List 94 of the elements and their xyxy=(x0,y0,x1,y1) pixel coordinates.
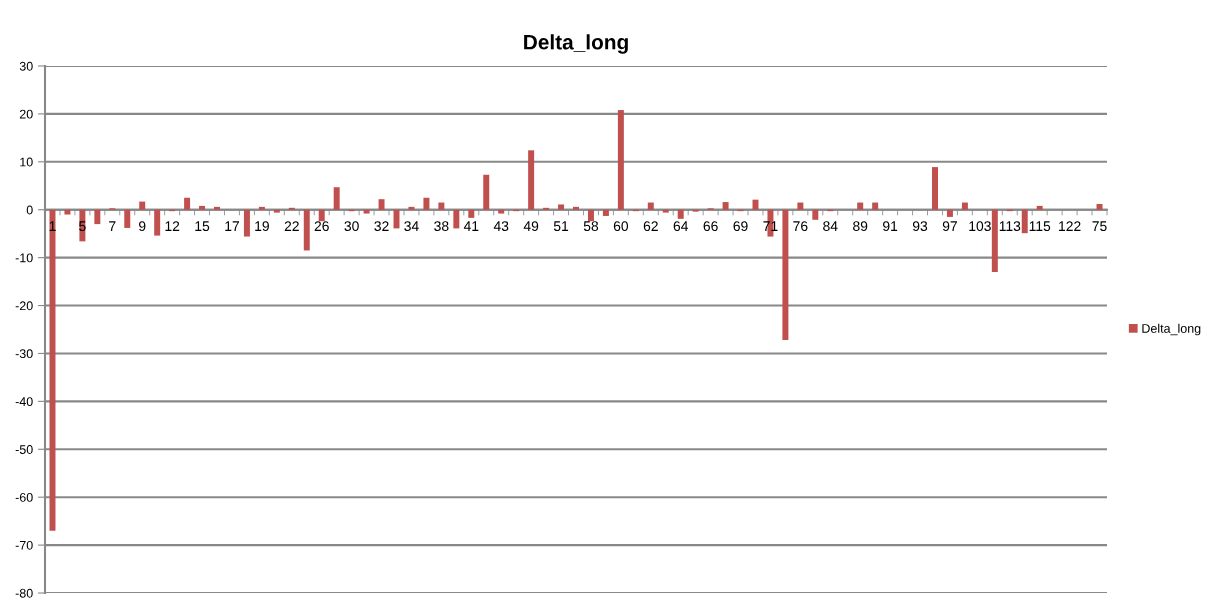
x-tick-label: 60 xyxy=(613,221,629,232)
x-tick-label: 69 xyxy=(733,221,748,232)
bar xyxy=(602,209,609,216)
bar xyxy=(184,197,191,210)
x-tick-label: 113 xyxy=(999,221,1021,232)
bar xyxy=(498,209,505,214)
bar xyxy=(872,202,879,210)
y-tick-label: -50 xyxy=(15,445,33,454)
bar xyxy=(991,209,998,273)
x-tick-label: 76 xyxy=(793,221,808,232)
x-tick-label: 103 xyxy=(969,221,991,232)
x-tick-label: 49 xyxy=(523,221,539,232)
bar xyxy=(647,202,654,210)
x-tick-label: 26 xyxy=(314,221,329,232)
y-tick-label: 20 xyxy=(19,109,33,119)
x-tick-label: 7 xyxy=(109,221,116,231)
bar xyxy=(722,202,729,210)
y-tick-label: -80 xyxy=(15,588,33,598)
bar xyxy=(64,209,71,215)
bar xyxy=(558,204,565,210)
bar xyxy=(1096,203,1103,210)
bar xyxy=(961,202,968,210)
y-tick-label: -40 xyxy=(15,397,33,407)
x-tick-label: 51 xyxy=(553,221,569,232)
y-tick-label: -70 xyxy=(15,540,33,550)
bar xyxy=(94,209,101,225)
bar xyxy=(782,209,789,341)
x-tick-label: 62 xyxy=(643,221,658,232)
bar xyxy=(587,209,594,222)
y-tick-label: -20 xyxy=(15,301,33,311)
x-tick-label: 97 xyxy=(942,221,957,232)
bar xyxy=(124,209,131,228)
x-tick-label: 58 xyxy=(583,221,599,232)
x-tick-label: 91 xyxy=(883,221,898,232)
x-tick-label: 12 xyxy=(165,221,180,231)
bar xyxy=(273,209,280,213)
x-tick-label: 66 xyxy=(703,221,718,232)
bar xyxy=(662,209,669,213)
bar xyxy=(303,209,310,251)
x-tick-label: 64 xyxy=(673,221,689,232)
x-tick-label: 19 xyxy=(255,221,269,232)
x-tick-label: 22 xyxy=(284,221,299,231)
x-tick-label: 17 xyxy=(225,221,239,231)
bar xyxy=(154,209,161,236)
y-tick-label: -30 xyxy=(15,349,33,359)
bar xyxy=(408,206,415,210)
legend-label: Delta_long xyxy=(1142,323,1201,336)
bar xyxy=(214,206,221,210)
bar xyxy=(139,201,146,210)
bar xyxy=(49,209,56,531)
x-tick-label: 30 xyxy=(344,221,359,232)
bar xyxy=(318,209,325,222)
x-tick-label: 93 xyxy=(912,221,928,232)
y-tick-label: 10 xyxy=(20,157,33,167)
bar xyxy=(483,174,490,210)
y-tick-label: 0 xyxy=(26,205,33,215)
bar xyxy=(468,209,475,218)
bar xyxy=(423,197,430,210)
bar xyxy=(199,205,206,210)
x-tick-label: 115 xyxy=(1029,221,1051,232)
bar xyxy=(438,202,445,210)
x-tick-label: 32 xyxy=(374,221,389,232)
bar xyxy=(797,202,804,210)
x-tick-label: 75 xyxy=(1092,221,1107,232)
x-tick-label: 9 xyxy=(139,221,146,232)
bar xyxy=(453,209,460,229)
bar xyxy=(573,206,579,210)
bar xyxy=(528,150,535,210)
bar xyxy=(677,209,684,219)
y-tick-label: -10 xyxy=(15,253,33,263)
bar xyxy=(946,209,953,217)
y-tick-label: -60 xyxy=(15,492,33,502)
x-tick-label: 43 xyxy=(493,221,509,232)
bar xyxy=(243,209,250,237)
bar xyxy=(857,202,864,210)
bar xyxy=(333,187,340,210)
x-tick-label: 38 xyxy=(434,221,449,232)
x-tick-label: 84 xyxy=(823,221,838,232)
bar xyxy=(617,110,624,210)
chart-title: Delta_long xyxy=(524,34,628,54)
x-tick-label: 34 xyxy=(404,221,419,232)
x-tick-label: 122 xyxy=(1059,221,1081,231)
x-tick-label: 1 xyxy=(49,221,56,231)
bar xyxy=(931,167,938,210)
x-tick-label: 41 xyxy=(463,221,479,231)
bar xyxy=(1021,209,1028,234)
y-tick-label: 30 xyxy=(19,61,33,71)
x-tick-label: 15 xyxy=(195,221,210,232)
bar xyxy=(1036,205,1043,210)
bar xyxy=(378,199,385,210)
bar xyxy=(812,209,819,220)
bar xyxy=(258,206,265,210)
x-tick-label: 89 xyxy=(853,221,868,232)
bar xyxy=(363,209,370,214)
